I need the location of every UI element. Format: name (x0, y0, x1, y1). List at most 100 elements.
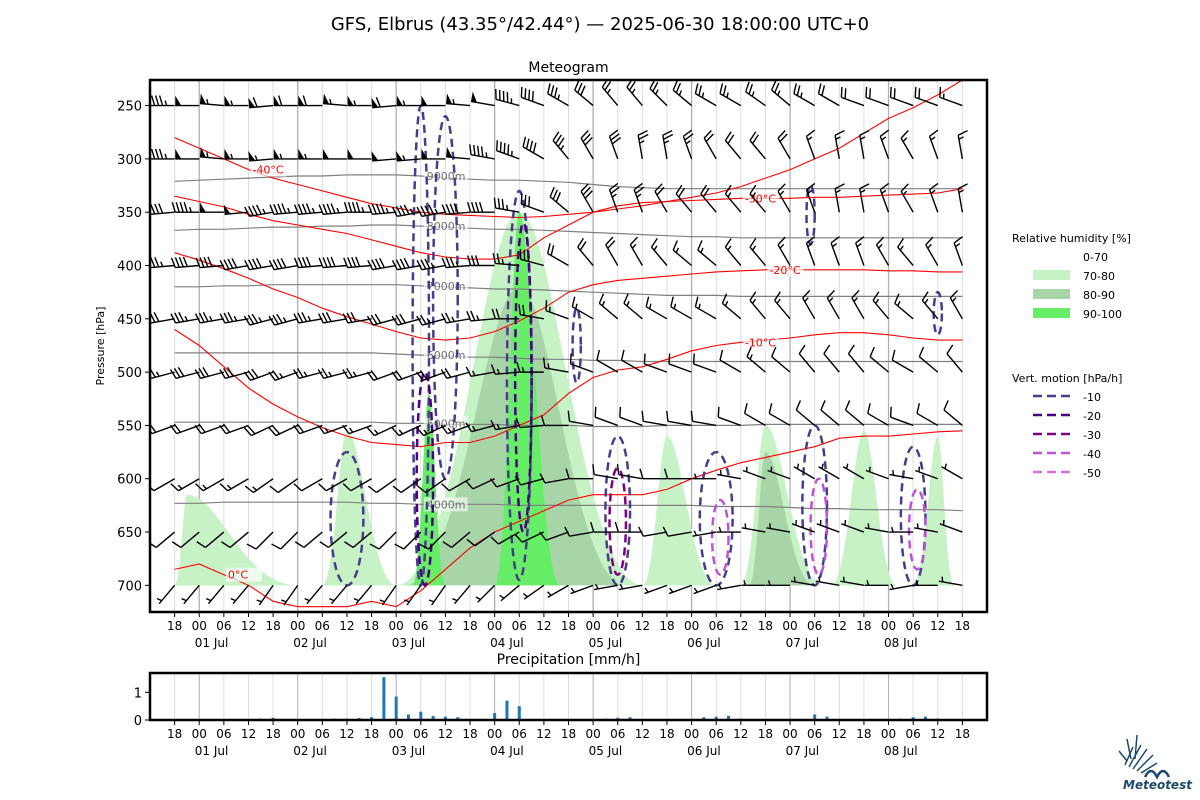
barb-feather (675, 82, 682, 94)
barb-half-feather (349, 427, 354, 433)
barb-feather (746, 346, 752, 357)
wind-barb (465, 366, 495, 377)
humidity-legend-swatch (1033, 270, 1070, 280)
barb-feather (553, 87, 558, 98)
barb-feather (580, 85, 586, 96)
wind-barb (841, 519, 865, 533)
barb-staff (943, 409, 963, 426)
precip-x-tick-label: 00 (684, 727, 699, 741)
wind-barb (371, 151, 397, 162)
barb-feather (466, 310, 472, 322)
barb-staff (749, 140, 766, 160)
barb-half-feather (430, 262, 435, 268)
wind-barb (366, 313, 397, 326)
barb-feather (420, 259, 427, 270)
wind-barb (590, 521, 618, 533)
barb-feather (663, 468, 669, 479)
wind-barb (749, 131, 766, 160)
wind-barb (522, 584, 545, 600)
barb-half-feather (164, 100, 168, 106)
wind-barb (897, 238, 914, 266)
barb-feather (518, 304, 521, 315)
barb-feather (918, 346, 925, 357)
barb-feather (616, 464, 620, 475)
barb-feather (859, 183, 870, 190)
wind-barb (645, 296, 668, 320)
barb-feather (198, 312, 205, 323)
barb-feather (652, 81, 659, 92)
wind-barb (914, 523, 938, 533)
barb-feather (771, 80, 777, 91)
wind-barb (347, 148, 372, 160)
barb-feather (343, 257, 349, 268)
barb-feather (620, 349, 625, 361)
meteogram-day-label: 08 Jul (884, 636, 918, 650)
meteogram-day-label: 04 Jul (490, 636, 524, 650)
barb-staff (637, 135, 644, 160)
barb-feather (916, 403, 921, 414)
barb-half-feather (700, 247, 704, 253)
barb-half-feather (184, 315, 189, 322)
vertical-motion-legend-label: -30 (1083, 429, 1101, 442)
barb-staff (397, 318, 421, 326)
barb-half-feather (675, 247, 679, 253)
wind-barb (379, 584, 397, 606)
barb-feather (244, 485, 254, 494)
barb-feather (628, 81, 636, 91)
wind-barb (394, 531, 422, 550)
barb-half-feather (428, 599, 435, 603)
wind-barb (416, 370, 446, 381)
wind-barb (440, 368, 471, 380)
barb-half-feather (626, 300, 630, 307)
wind-barb (396, 95, 421, 107)
barb-feather (251, 368, 259, 379)
wind-barb (492, 253, 520, 267)
wind-barb (777, 130, 791, 160)
barb-staff (869, 356, 889, 373)
wind-barb (668, 353, 692, 373)
wind-barb (943, 400, 963, 426)
barb-feather (219, 260, 226, 270)
wind-barb (392, 478, 422, 494)
barb-feather (174, 257, 180, 268)
barb-half-feather (821, 463, 824, 469)
barb-feather (826, 289, 835, 299)
barb-staff (798, 353, 816, 373)
barb-staff (403, 531, 422, 550)
barb-feather (823, 344, 831, 355)
barb-staff (719, 359, 742, 373)
wind-barb (790, 576, 815, 587)
wind-barb (574, 80, 594, 107)
barb-feather (150, 542, 157, 549)
barb-half-feather (807, 243, 813, 248)
barb-flag (322, 148, 329, 159)
precip-x-tick-label: 06 (216, 727, 231, 741)
barb-feather (374, 313, 382, 324)
barb-feather (399, 313, 406, 324)
barb-feather (170, 483, 179, 492)
wind-barb (793, 463, 816, 480)
barb-feather (596, 349, 601, 361)
barb-half-feather (631, 88, 636, 94)
barb-half-feather (353, 100, 357, 106)
wind-barb (717, 406, 742, 427)
precip-x-tick-label: 18 (856, 727, 871, 741)
barb-feather (524, 88, 527, 99)
barb-feather (301, 203, 308, 214)
wind-barb (391, 424, 422, 437)
wind-barb (724, 184, 742, 213)
barb-feather (834, 183, 845, 190)
barb-half-feather (899, 245, 904, 251)
wind-barb (654, 183, 668, 213)
barb-feather (444, 368, 452, 378)
wind-barb (918, 346, 939, 373)
barb-half-feather (324, 427, 329, 433)
meteogram-x-tick-label: 06 (216, 619, 231, 633)
wind-barb (596, 349, 619, 373)
wind-barb (716, 526, 741, 533)
wind-barb (417, 478, 446, 494)
barb-half-feather (749, 354, 753, 360)
barb-half-feather (230, 153, 234, 160)
barb-half-feather (611, 193, 617, 198)
precip-day-label: 06 Jul (687, 744, 721, 758)
